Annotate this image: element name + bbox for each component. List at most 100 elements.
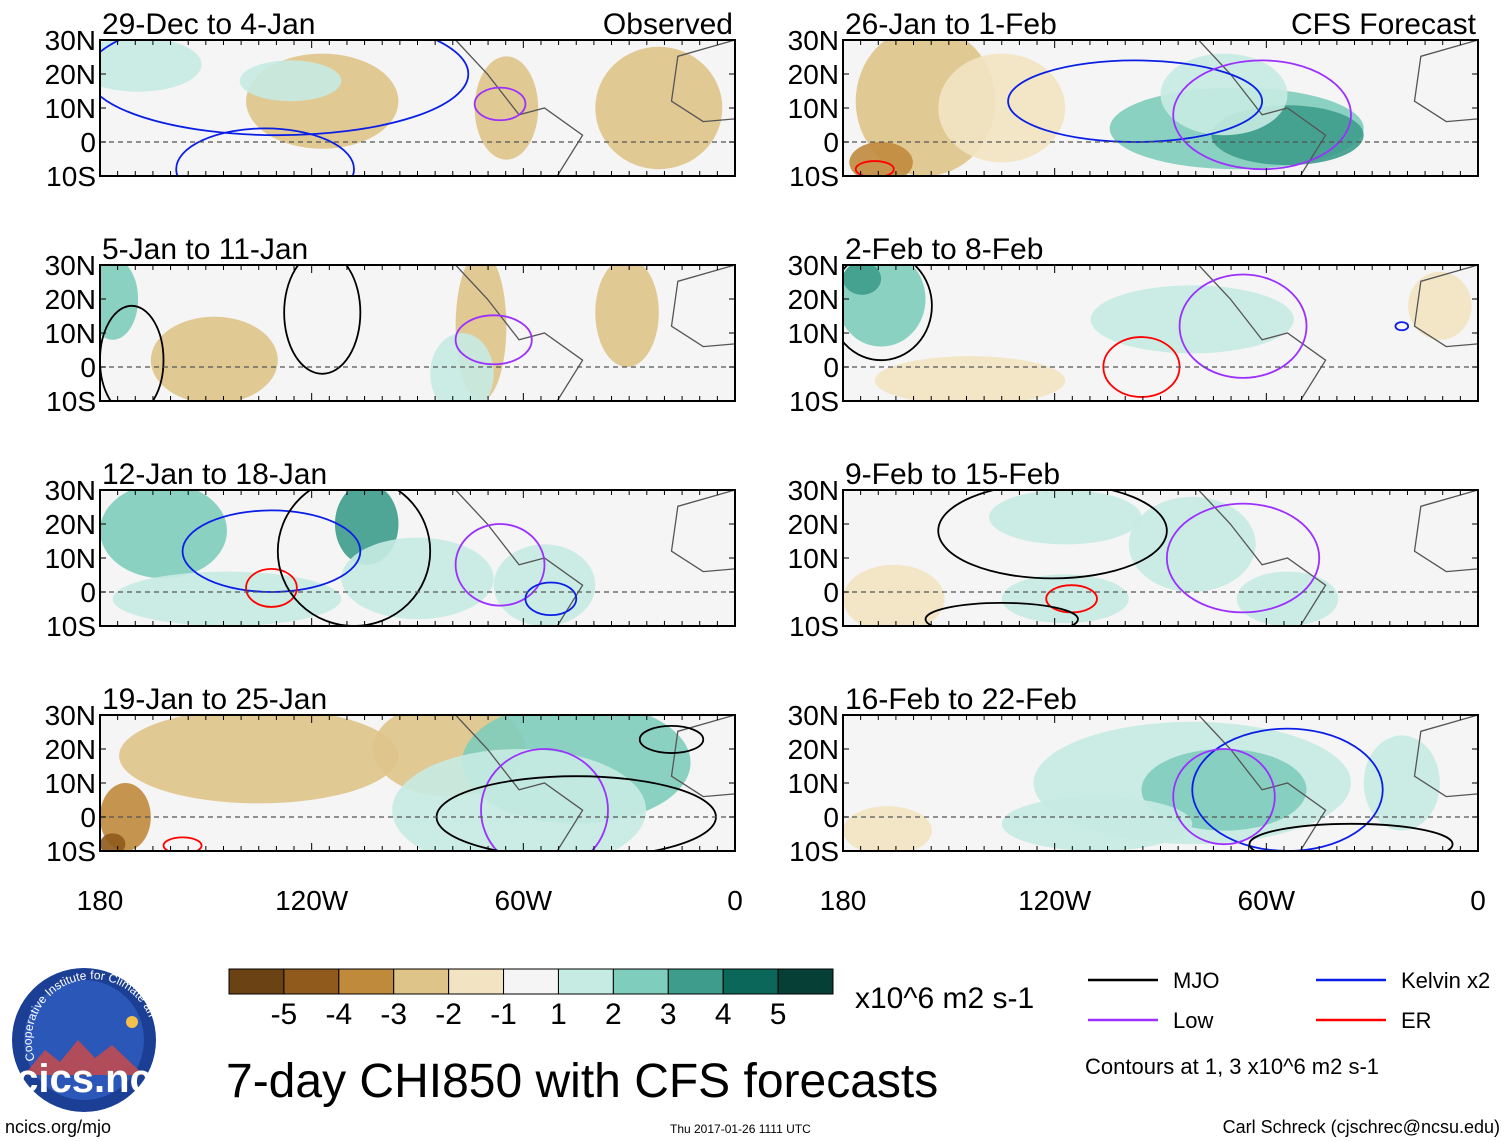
contour-line <box>524 581 578 617</box>
y-tick-label: 10S <box>46 836 96 867</box>
panel-tag-label: CFS Forecast <box>1291 8 1477 41</box>
contour-line <box>454 523 546 607</box>
colorbar-swatch <box>283 968 340 995</box>
y-tick-label: 0 <box>823 352 839 383</box>
y-tick-label: 0 <box>80 802 96 833</box>
colorbar-level-label: -3 <box>380 998 407 1031</box>
units-label: x10^6 m2 s-1 <box>855 982 1034 1015</box>
x-tick-label: 60W <box>495 885 553 916</box>
contour-line <box>1172 748 1276 846</box>
colorbar-level-label: 1 <box>550 998 567 1031</box>
x-tick-label: 120W <box>1018 885 1092 916</box>
anomaly-shading <box>392 749 647 851</box>
legend-label: MJO <box>1173 968 1219 993</box>
anomaly-shading <box>1001 796 1193 851</box>
colorbar-swatch <box>228 968 285 995</box>
y-tick-label: 10S <box>46 386 96 417</box>
anomaly-shading <box>938 53 1066 163</box>
anomaly-shading <box>474 56 539 160</box>
panel-period-label: 16-Feb to 22-Feb <box>845 683 1077 716</box>
colorbar-level-label: -4 <box>325 998 352 1031</box>
y-tick-label: 30N <box>45 25 96 56</box>
colorbar-swatch <box>777 968 834 995</box>
coastline-africa <box>1413 715 1478 798</box>
contour-line <box>283 265 362 375</box>
panel-period-label: 2-Feb to 8-Feb <box>845 233 1043 266</box>
panel-period-label: 26-Jan to 1-Feb <box>845 8 1057 41</box>
y-tick-label: 10S <box>789 611 839 642</box>
y-tick-label: 10S <box>789 161 839 192</box>
colorbar-level-label: 5 <box>770 998 787 1031</box>
logo-mountains-icon <box>24 1040 144 1075</box>
y-tick-label: 20N <box>45 734 96 765</box>
coastline-africa <box>1413 265 1478 348</box>
y-tick-label: 0 <box>80 577 96 608</box>
panel-period-label: 12-Jan to 18-Jan <box>102 458 327 491</box>
y-tick-label: 30N <box>45 250 96 281</box>
legend-label: Low <box>1173 1008 1213 1033</box>
x-tick-label: 0 <box>1470 885 1486 916</box>
contour-line <box>175 127 355 176</box>
contour-line <box>473 86 527 122</box>
contour-legend: MJO Kelvin x2 Low ER <box>1088 968 1490 1033</box>
y-tick-label: 10S <box>789 836 839 867</box>
contour-line <box>843 265 933 362</box>
coastline-africa <box>670 40 735 123</box>
y-tick-label: 0 <box>823 802 839 833</box>
colorbar-swatch <box>667 968 724 995</box>
y-tick-label: 20N <box>45 284 96 315</box>
footer-author: Carl Schreck (cjschrec@ncsu.edu) <box>1223 1117 1500 1137</box>
anomaly-shading <box>849 142 913 176</box>
y-tick-label: 10N <box>788 543 839 574</box>
anomaly-shading <box>341 537 494 620</box>
x-tick-label: 0 <box>727 885 743 916</box>
logo-text: cics.nc <box>16 1057 152 1101</box>
coastline-africa <box>1413 490 1478 573</box>
anomaly-shading <box>119 715 399 804</box>
field-layer <box>100 490 735 626</box>
colorbar-swatch <box>722 968 779 995</box>
coastline-africa <box>670 490 735 573</box>
coastline-africa <box>670 715 735 798</box>
colorbar-swatch <box>503 968 559 995</box>
y-tick-label: 30N <box>788 250 839 281</box>
field-layer <box>100 40 735 176</box>
colorbar-swatch <box>338 968 395 995</box>
colorbar-level-label: -5 <box>271 998 298 1031</box>
y-tick-label: 0 <box>80 352 96 383</box>
anomaly-shading <box>1408 271 1472 340</box>
anomaly-shading <box>100 40 202 92</box>
anomaly-shading <box>100 490 227 579</box>
footer-url[interactable]: ncics.org/mjo <box>5 1117 111 1137</box>
colorbar-swatch <box>393 968 450 995</box>
anomaly-shading <box>989 490 1142 545</box>
contour-line <box>1165 502 1321 614</box>
y-tick-label: 10S <box>46 161 96 192</box>
y-tick-label: 30N <box>788 25 839 56</box>
anomaly-shading <box>595 46 723 170</box>
contour-note: Contours at 1, 3 x10^6 m2 s-1 <box>1085 1054 1379 1079</box>
y-tick-label: 10N <box>788 318 839 349</box>
colorbar-level-label: -1 <box>490 998 517 1031</box>
contour-line <box>276 490 432 626</box>
contour-line <box>480 748 609 851</box>
colorbar: -5 -4 -3 -2 -1 1 2 3 4 5 <box>228 968 834 1031</box>
colorbar-swatch <box>612 968 669 995</box>
coastline-africa <box>670 265 735 348</box>
y-tick-label: 20N <box>45 509 96 540</box>
y-tick-label: 20N <box>788 284 839 315</box>
anomaly-shading <box>100 833 126 851</box>
y-tick-label: 20N <box>788 734 839 765</box>
anomaly-shading <box>595 265 659 367</box>
anomaly-shading <box>239 60 342 102</box>
x-axis-labels: 180 120W 60W 0 180 120W 60W 0 <box>77 885 1486 916</box>
y-tick-label: 30N <box>45 475 96 506</box>
chart-title: 7-day CHI850 with CFS forecasts <box>226 1055 938 1108</box>
